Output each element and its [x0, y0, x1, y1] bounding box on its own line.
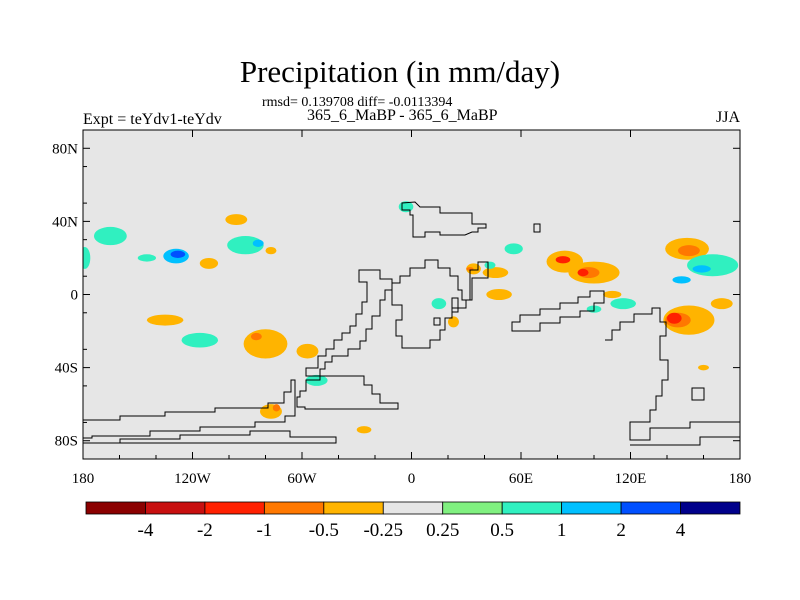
- chart-title: Precipitation (in mm/day): [239, 54, 561, 89]
- colorbar-swatch: [145, 501, 206, 515]
- colorbar-swatch: [263, 501, 325, 515]
- chart-subtitle: 365_6_MaBP - 365_6_MaBP: [307, 107, 498, 124]
- anomaly-patch: [243, 329, 288, 359]
- colorbar-label: -2: [197, 520, 213, 541]
- anomaly-patch: [356, 426, 372, 434]
- anomaly-patch: [265, 246, 277, 255]
- coastline-antarctica: [83, 379, 337, 444]
- anomaly-patch: [272, 404, 281, 412]
- anomaly-field: [83, 201, 739, 434]
- anomaly-patch: [687, 254, 739, 277]
- coastline-americas: [296, 269, 399, 410]
- colorbar-swatch: [204, 501, 265, 515]
- anomaly-patch: [692, 265, 711, 273]
- anomaly-patch: [672, 276, 691, 284]
- anomaly-patch: [199, 257, 219, 269]
- axes: 180 120W 60W 0 60E 120E 180 80N 40N 0 40S 80S: [52, 129, 752, 487]
- x-tick-label: 180: [72, 471, 95, 487]
- anomaly-patch: [555, 256, 571, 264]
- y-tick-label: 0: [71, 288, 79, 304]
- anomaly-patch: [227, 236, 264, 255]
- colorbar-swatch: [561, 501, 622, 515]
- map-background: [83, 130, 740, 459]
- anomaly-patch: [504, 243, 523, 255]
- anomaly-patch: [93, 226, 127, 246]
- anomaly-patch: [610, 298, 636, 310]
- x-tick-label: 180: [729, 471, 752, 487]
- stats-line: rmsd= 0.139708 diff= -0.0113394: [262, 95, 453, 110]
- colorbar-swatch: [620, 501, 681, 515]
- anomaly-patch: [83, 246, 91, 269]
- anomaly-patch: [484, 261, 496, 269]
- coastline-indian: [511, 290, 605, 332]
- colorbar-label: 0.25: [426, 520, 459, 541]
- coastlines: [83, 201, 741, 446]
- colorbar: -4 -2 -1 -0.5 -0.25 0.25 0.5 1 2 4: [85, 501, 741, 541]
- colorbar-swatch: [501, 501, 563, 515]
- coastline-africa-asia: [391, 259, 489, 349]
- y-tick-label: 80N: [52, 141, 78, 157]
- anomaly-patch: [448, 316, 459, 328]
- anomaly-patch: [250, 332, 262, 341]
- anomaly-patch: [181, 332, 219, 348]
- colorbar-label: 4: [676, 520, 686, 541]
- colorbar-label: -1: [256, 520, 272, 541]
- x-tick-label: 120E: [615, 471, 647, 487]
- anomaly-patch: [677, 245, 700, 257]
- x-tick-label: 120W: [174, 471, 212, 487]
- colorbar-swatch: [442, 501, 503, 515]
- colorbar-swatch: [323, 501, 384, 515]
- anomaly-patch: [603, 290, 622, 299]
- colorbar-label: -0.5: [309, 520, 339, 541]
- coastline-islands: [433, 223, 705, 401]
- anomaly-patch: [698, 364, 709, 371]
- anomaly-patch: [225, 214, 248, 226]
- anomaly-patch: [431, 298, 447, 310]
- colorbar-label: 0.5: [490, 520, 514, 541]
- season-label: JJA: [715, 109, 740, 126]
- x-tick-label: 60E: [509, 471, 533, 487]
- coastline-pacific-east: [605, 307, 741, 446]
- coastline-europe: [401, 201, 487, 238]
- anomaly-patch: [296, 343, 319, 359]
- anomaly-patch: [577, 268, 589, 277]
- colorbar-swatch: [680, 501, 741, 515]
- y-tick-label: 40N: [52, 214, 78, 230]
- colorbar-label: -4: [138, 520, 154, 541]
- anomaly-patch: [486, 289, 512, 300]
- colorbar-label: 2: [616, 520, 626, 541]
- anomaly-patch: [667, 312, 682, 324]
- anomaly-patch: [146, 314, 184, 326]
- colorbar-label: 1: [557, 520, 567, 541]
- anomaly-patch: [710, 298, 733, 310]
- anomaly-patch: [482, 267, 509, 279]
- anomaly-patch: [170, 250, 186, 258]
- colorbar-swatch: [85, 501, 146, 515]
- y-tick-label: 80S: [55, 434, 78, 450]
- x-tick-label: 0: [408, 471, 416, 487]
- y-tick-label: 40S: [55, 361, 78, 377]
- colorbar-label: -0.25: [363, 520, 403, 541]
- colorbar-swatch: [382, 501, 444, 515]
- experiment-label: Expt = teYdv1-teYdv: [83, 111, 222, 128]
- anomaly-patch: [137, 254, 156, 262]
- anomaly-patch: [252, 239, 264, 247]
- x-tick-label: 60W: [287, 471, 317, 487]
